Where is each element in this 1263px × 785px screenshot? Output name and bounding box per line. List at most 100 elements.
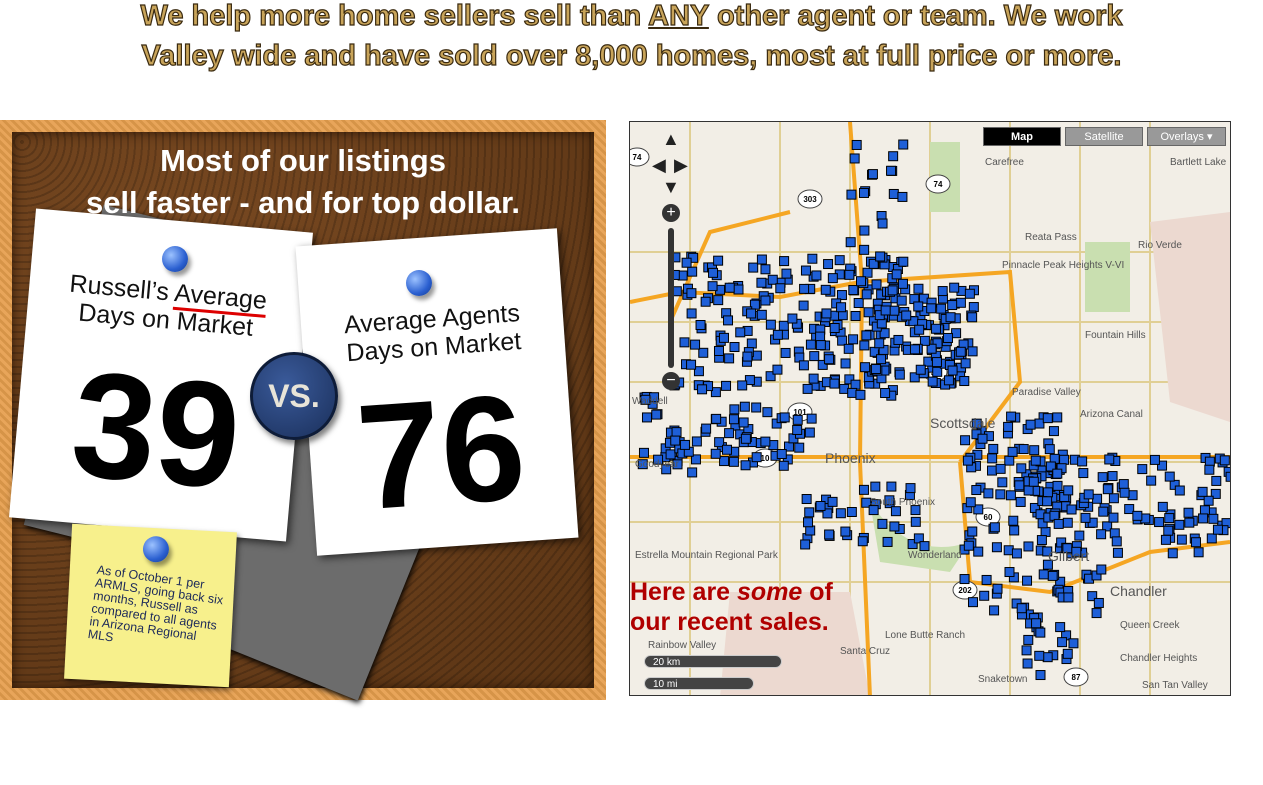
sale-marker[interactable] (651, 409, 662, 420)
sale-marker[interactable] (955, 297, 966, 308)
sale-marker[interactable] (1096, 529, 1107, 540)
sale-marker[interactable] (1055, 622, 1066, 633)
sale-marker[interactable] (886, 165, 897, 176)
overlays-dropdown[interactable]: Overlays ▾ (1147, 127, 1226, 146)
sale-marker[interactable] (973, 504, 984, 515)
sale-marker[interactable] (857, 536, 868, 547)
sale-marker[interactable] (1003, 545, 1014, 556)
sale-marker[interactable] (1210, 488, 1221, 499)
sale-marker[interactable] (779, 412, 790, 423)
sale-marker[interactable] (967, 346, 978, 357)
sale-marker[interactable] (971, 418, 982, 429)
sale-marker[interactable] (1011, 548, 1022, 559)
sale-marker[interactable] (875, 251, 886, 262)
sale-marker[interactable] (1124, 504, 1135, 515)
sale-marker[interactable] (1149, 454, 1160, 465)
sale-marker[interactable] (1112, 547, 1123, 558)
sale-marker[interactable] (1062, 648, 1073, 659)
sale-marker[interactable] (707, 281, 718, 292)
sale-marker[interactable] (1190, 537, 1201, 548)
sale-marker[interactable] (723, 315, 734, 326)
sale-marker[interactable] (853, 298, 864, 309)
sale-marker[interactable] (698, 347, 709, 358)
sale-marker[interactable] (687, 467, 698, 478)
sale-marker[interactable] (1174, 519, 1185, 530)
sale-marker[interactable] (859, 244, 870, 255)
sale-marker[interactable] (863, 307, 874, 318)
sale-marker[interactable] (846, 189, 857, 200)
pan-right-button[interactable]: ▶ (674, 155, 688, 175)
sale-marker[interactable] (778, 460, 789, 471)
sale-marker[interactable] (760, 295, 771, 306)
sale-marker[interactable] (955, 346, 966, 357)
sale-marker[interactable] (1083, 489, 1094, 500)
sale-marker[interactable] (1042, 413, 1053, 424)
sale-marker[interactable] (1097, 472, 1108, 483)
sale-marker[interactable] (1048, 426, 1059, 437)
sale-marker[interactable] (858, 484, 869, 495)
sale-marker[interactable] (1004, 567, 1015, 578)
sale-marker[interactable] (724, 353, 735, 364)
sale-marker[interactable] (815, 340, 826, 351)
sale-marker[interactable] (1018, 444, 1029, 455)
sale-marker[interactable] (744, 375, 755, 386)
sale-marker[interactable] (843, 343, 854, 354)
sale-marker[interactable] (1042, 652, 1053, 663)
sale-marker[interactable] (724, 428, 735, 439)
sale-marker[interactable] (638, 447, 649, 458)
sale-marker[interactable] (858, 187, 869, 198)
sale-marker[interactable] (713, 295, 724, 306)
sale-marker[interactable] (1204, 464, 1215, 475)
sale-marker[interactable] (1206, 533, 1217, 544)
sale-marker[interactable] (915, 364, 926, 375)
sale-marker[interactable] (729, 342, 740, 353)
sale-marker[interactable] (700, 296, 711, 307)
sale-marker[interactable] (824, 354, 835, 365)
sale-marker[interactable] (1028, 476, 1039, 487)
sale-marker[interactable] (960, 358, 971, 369)
sale-marker[interactable] (913, 283, 924, 294)
sale-marker[interactable] (896, 295, 907, 306)
sale-marker[interactable] (888, 188, 899, 199)
sale-marker[interactable] (710, 387, 721, 398)
sale-marker[interactable] (1211, 475, 1222, 486)
sale-marker[interactable] (889, 521, 900, 532)
sale-marker[interactable] (834, 255, 845, 266)
sale-marker[interactable] (856, 276, 867, 287)
sale-marker[interactable] (988, 443, 999, 454)
sale-marker[interactable] (710, 448, 721, 459)
sale-marker[interactable] (1034, 650, 1045, 661)
sale-marker[interactable] (1193, 547, 1204, 558)
map-type-satellite-button[interactable]: Satellite (1065, 127, 1143, 146)
sale-marker[interactable] (820, 284, 831, 295)
sale-marker[interactable] (960, 435, 971, 446)
sale-marker[interactable] (721, 380, 732, 391)
sale-marker[interactable] (823, 259, 834, 270)
sale-marker[interactable] (909, 344, 920, 355)
sale-marker[interactable] (943, 375, 954, 386)
sale-marker[interactable] (792, 424, 803, 435)
sale-marker[interactable] (905, 483, 916, 494)
sale-marker[interactable] (932, 338, 943, 349)
sale-marker[interactable] (965, 497, 976, 508)
sale-marker[interactable] (888, 151, 899, 162)
sale-marker[interactable] (937, 286, 948, 297)
sale-marker[interactable] (995, 489, 1006, 500)
sale-marker[interactable] (805, 525, 816, 536)
sale-marker[interactable] (733, 284, 744, 295)
sale-marker[interactable] (979, 590, 990, 601)
sale-marker[interactable] (836, 290, 847, 301)
sale-marker[interactable] (1157, 501, 1168, 512)
sale-marker[interactable] (1087, 591, 1098, 602)
sale-marker[interactable] (1183, 507, 1194, 518)
sale-marker[interactable] (1022, 658, 1033, 669)
sale-marker[interactable] (751, 452, 762, 463)
sale-marker[interactable] (983, 488, 994, 499)
sale-marker[interactable] (995, 463, 1006, 474)
sale-marker[interactable] (815, 500, 826, 511)
sale-marker[interactable] (1080, 512, 1091, 523)
sale-marker[interactable] (1042, 559, 1053, 570)
sale-marker[interactable] (1102, 484, 1113, 495)
sale-marker[interactable] (728, 414, 739, 425)
sale-marker[interactable] (724, 282, 735, 293)
